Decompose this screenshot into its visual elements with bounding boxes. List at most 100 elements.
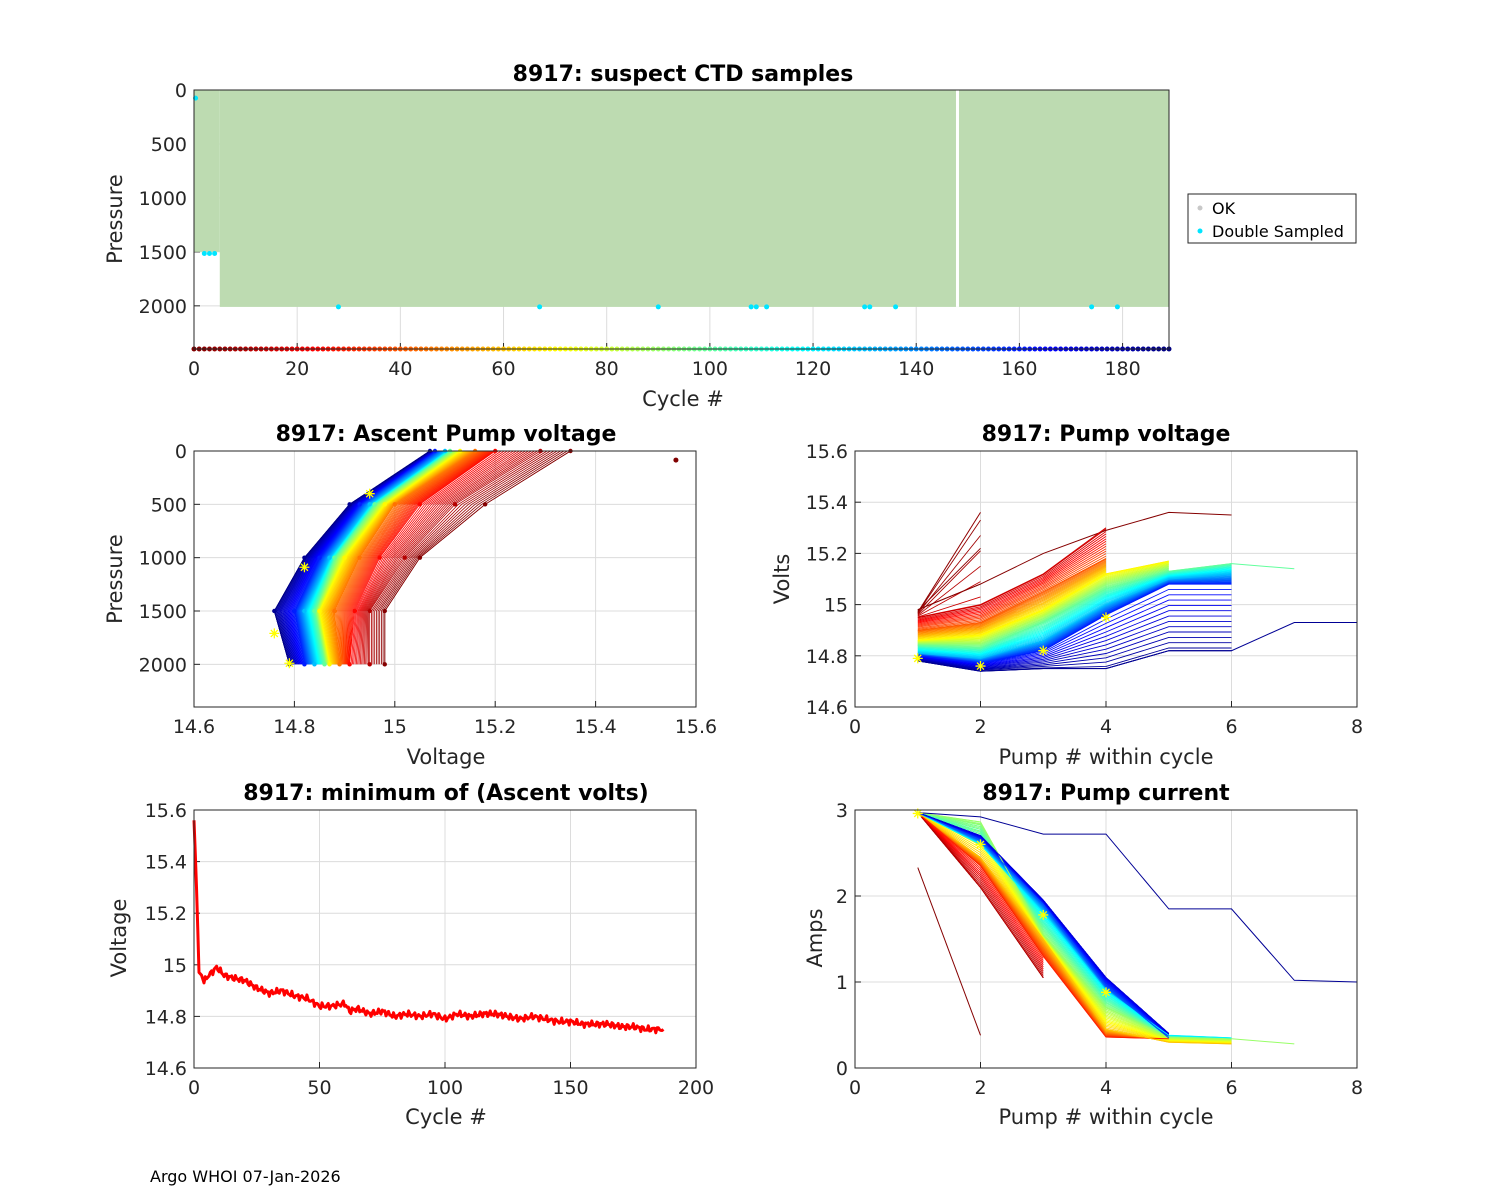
pump-voltage-line xyxy=(917,566,1169,644)
suspect-xlabel: Cycle # xyxy=(642,387,724,411)
pump-voltage-line xyxy=(917,559,1107,632)
pumpv-ylabel: Volts xyxy=(770,554,794,605)
pump-current-key-line xyxy=(917,812,1232,1039)
pump-voltage-line xyxy=(917,566,1232,652)
ascent-profile-point xyxy=(327,555,332,560)
pump-current-key-line xyxy=(917,812,1232,1045)
double-sampled-point xyxy=(893,304,899,310)
pump-voltage-key-line xyxy=(917,583,1232,665)
ascent-profile-point xyxy=(417,555,423,560)
pump-voltage-line xyxy=(917,566,1169,644)
pump-voltage-line xyxy=(917,570,1169,648)
pump-voltage-line xyxy=(917,567,1169,645)
suspect-ylabel: Pressure xyxy=(103,174,127,264)
ascent-profile-line xyxy=(363,450,529,665)
pump-voltage-line xyxy=(917,565,1169,644)
suspect-ytick-label: 1500 xyxy=(139,242,187,264)
minv-ylabel: Voltage xyxy=(107,899,131,978)
pumpc-star-marker xyxy=(1101,987,1111,998)
ascent-profile-line xyxy=(341,450,483,665)
pumpv-title: 8917: Pump voltage xyxy=(982,422,1231,447)
double-sampled-point xyxy=(655,304,661,310)
pumpv-ytick-label: 14.6 xyxy=(806,697,848,719)
ascent-profile-line xyxy=(355,450,511,665)
pump-current-key-line xyxy=(917,812,1169,1040)
pump-voltage-line xyxy=(917,599,1232,666)
pump-voltage-line xyxy=(917,631,1232,670)
suspect-xtick-label: 80 xyxy=(595,358,619,380)
ascent-profile-point xyxy=(382,502,387,507)
pump-voltage-line xyxy=(917,561,1169,642)
suspect-title: 8917: suspect CTD samples xyxy=(513,62,854,87)
pump-voltage-line xyxy=(917,596,981,618)
pump-voltage-line xyxy=(917,572,1232,659)
ascent-axes-frame xyxy=(193,450,697,708)
ascent-profile-line xyxy=(345,450,489,665)
pump-voltage-line xyxy=(917,568,1107,638)
pumpv-ytick-label: 15 xyxy=(824,595,848,617)
ascent-star-marker xyxy=(299,562,310,573)
pump-voltage-line xyxy=(917,531,1107,620)
pumpv-ytick-label: 15.2 xyxy=(806,543,848,565)
double-sampled-point xyxy=(753,304,759,310)
ascent-profile-point xyxy=(347,502,352,507)
pump-current-key-line xyxy=(917,812,1295,1045)
pump-current-line xyxy=(917,812,1044,959)
minv-xtick-label: 150 xyxy=(552,1077,588,1099)
pump-voltage-line xyxy=(917,571,1232,657)
pump-voltage-line xyxy=(917,604,1232,667)
pumpc-ytick-label: 1 xyxy=(836,972,848,994)
suspect-xtick-label: 100 xyxy=(692,358,728,380)
ascent-profile-line xyxy=(361,450,523,665)
ascent-profile-line xyxy=(358,450,517,665)
pump-current-line xyxy=(917,812,1044,961)
pump-voltage-line xyxy=(917,550,1107,628)
ascent-ytick-label: 1500 xyxy=(139,601,187,623)
pumpv-xtick-label: 6 xyxy=(1225,716,1237,738)
pumpv-xtick-label: 4 xyxy=(1100,716,1112,738)
suspect-axes-frame xyxy=(193,89,1170,350)
pump-voltage-line xyxy=(917,570,1232,657)
ascent-profile-line xyxy=(351,450,502,665)
suspect-xtick-label: 0 xyxy=(188,358,200,380)
ascent-profile-line xyxy=(354,450,508,665)
pump-voltage-line xyxy=(917,565,1232,652)
pump-voltage-key-line xyxy=(917,511,1232,611)
pump-voltage-line xyxy=(917,564,1169,643)
pump-current-line xyxy=(917,812,1044,974)
pumpc-ytick-label: 3 xyxy=(836,800,848,822)
pump-voltage-key-line xyxy=(917,622,1357,672)
ascent-profile-line xyxy=(337,450,479,665)
ascent-profile-line xyxy=(345,450,488,665)
pumpv-star-marker xyxy=(912,653,923,664)
pump-voltage-key-line xyxy=(917,560,1169,641)
ascent-profile-line xyxy=(346,450,490,665)
pump-voltage-line xyxy=(917,581,981,617)
ascent-profile-point xyxy=(312,608,317,614)
ascent-data-layer xyxy=(269,448,679,669)
pump-voltage-line xyxy=(917,569,1107,639)
double-sampled-point xyxy=(1114,304,1120,310)
pumpc-xtick-label: 8 xyxy=(1351,1077,1363,1099)
pump-voltage-line xyxy=(917,564,1169,643)
ascent-profile-line xyxy=(347,450,493,665)
ok-samples-shallow-block xyxy=(194,90,220,252)
ascent-ytick-label: 500 xyxy=(151,494,187,516)
pumpc-data-layer xyxy=(912,808,1358,1045)
pump-voltage-line xyxy=(917,610,1232,668)
ascent-profile-line xyxy=(347,450,492,665)
pump-voltage-line xyxy=(917,548,1107,627)
pumpc-ytick-label: 0 xyxy=(836,1058,848,1080)
ascent-profile-point xyxy=(382,662,387,667)
pump-voltage-line xyxy=(917,562,1107,634)
ascent-profile-point xyxy=(342,555,347,560)
ascent-profile-point xyxy=(317,555,322,560)
ascent-profile-point xyxy=(367,608,372,614)
double-sampled-point xyxy=(867,304,873,310)
pump-voltage-line xyxy=(917,540,1107,624)
ascent-profile-line xyxy=(340,450,482,665)
ascent-profile-point xyxy=(312,662,317,667)
pump-voltage-line xyxy=(917,568,1232,655)
pump-voltage-line xyxy=(917,545,1107,626)
pump-voltage-line xyxy=(917,562,1169,642)
